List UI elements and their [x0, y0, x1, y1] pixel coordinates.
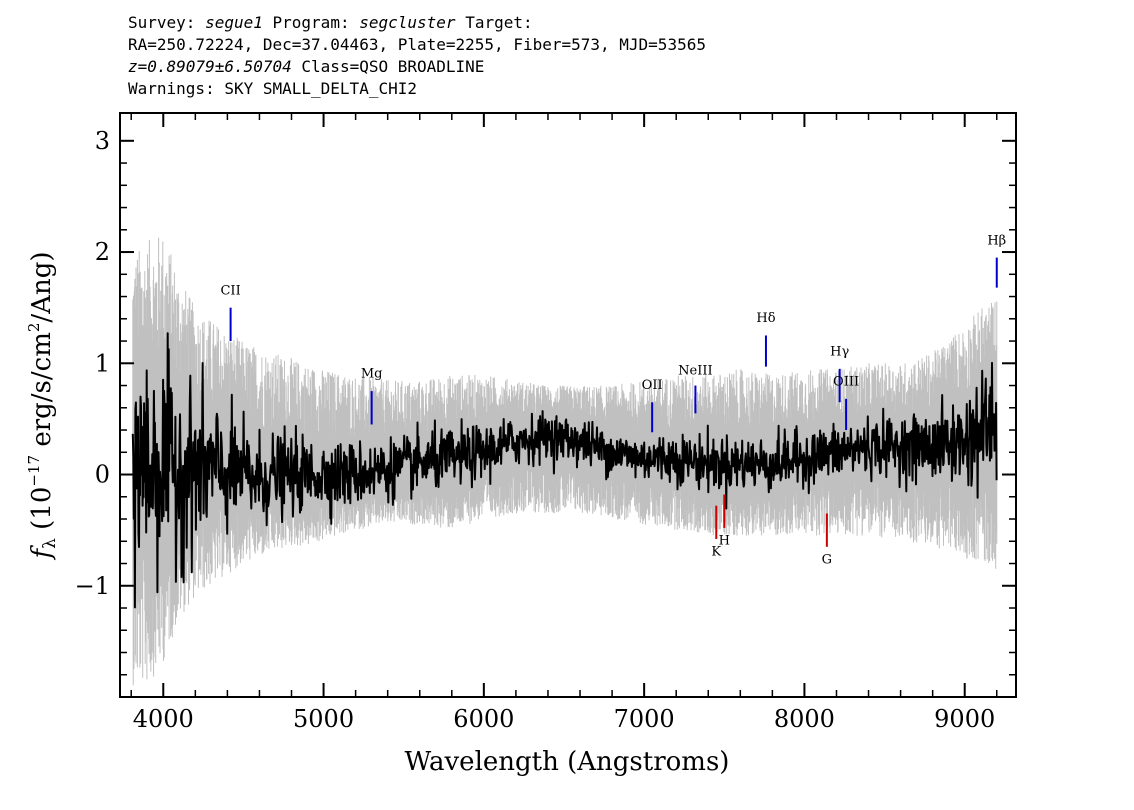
line-marker-label: Mg: [361, 367, 383, 382]
header-line-warnings: Warnings: SKY SMALL_DELTA_CHI2: [128, 79, 417, 98]
y-axis-label: fλ (10−17 erg/s/cm2/Ang): [25, 252, 60, 561]
line-marker-label: H: [719, 534, 730, 549]
axis-ticks: 4000 5000 6000 7000 8000 9000 −1 0 1 2 3: [75, 113, 1016, 733]
plot-frame: [119, 112, 1017, 698]
x-tick-label: 4000: [133, 705, 194, 733]
x-tick-label: 9000: [934, 705, 995, 733]
line-marker-label: NeIII: [678, 363, 712, 378]
y-tick-label: 1: [95, 349, 110, 377]
x-tick-label: 6000: [453, 705, 514, 733]
survey-label: Survey:: [128, 13, 196, 32]
x-axis-label: Wavelength (Angstroms): [405, 747, 730, 777]
spectrum-header: Survey: segue1 Program: segcluster Targe…: [128, 12, 706, 100]
line-marker-label: OII: [642, 378, 663, 393]
line-marker-label: G: [822, 553, 832, 568]
redshift-value: z=0.89079±6.50704: [128, 57, 292, 76]
line-marker-label: K: [711, 545, 721, 560]
header-line-survey: Survey: segue1 Program: segcluster Targe…: [128, 12, 706, 34]
line-marker-label: Hδ: [756, 311, 775, 326]
line-marker-label: OIII: [833, 375, 859, 390]
y-tick-label: 3: [95, 127, 110, 155]
spectral-line-markers: CII Mg OII NeIII Hδ Hγ OIII Hβ KH G: [220, 233, 1006, 567]
header-line-coordinates: RA=250.72224, Dec=37.04463, Plate=2255, …: [128, 35, 706, 54]
line-marker-label: Hγ: [830, 344, 849, 359]
x-tick-label: 8000: [774, 705, 835, 733]
line-marker-label: CII: [220, 283, 240, 298]
class-value: Class=QSO BROADLINE: [301, 57, 485, 76]
x-tick-label: 7000: [614, 705, 675, 733]
flux-layer: [131, 332, 998, 609]
program-value: segcluster: [359, 13, 456, 32]
line-marker-label: Hβ: [987, 233, 1006, 248]
survey-value: segue1: [205, 13, 263, 32]
header-line-redshift: z=0.89079±6.50704 Class=QSO BROADLINE: [128, 56, 706, 78]
y-tick-label: 2: [95, 238, 110, 266]
flux-line: [131, 332, 998, 609]
x-tick-label: 5000: [293, 705, 354, 733]
target-label: Target:: [465, 13, 533, 32]
y-tick-label: −1: [75, 572, 110, 600]
y-tick-label: 0: [95, 461, 110, 489]
program-label: Program:: [272, 13, 350, 32]
